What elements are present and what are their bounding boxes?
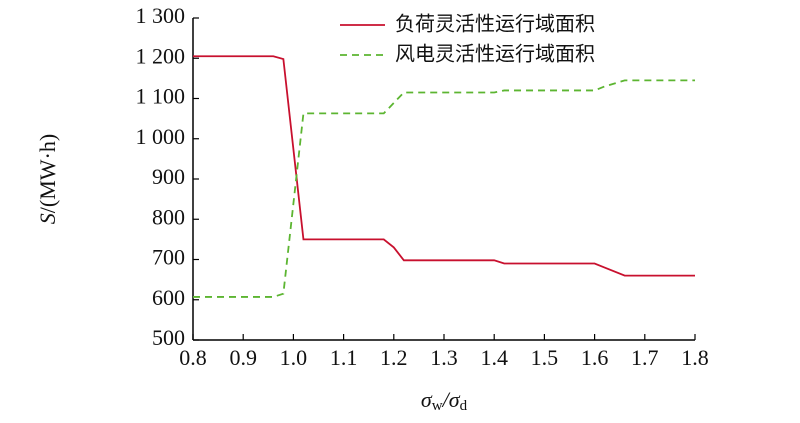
- y-tick-label: 700: [152, 245, 185, 270]
- y-axis-label: S/(MW·h): [35, 134, 60, 224]
- x-tick-label: 1.8: [681, 345, 709, 370]
- legend-label: 负荷灵活性运行域面积: [395, 12, 595, 36]
- y-tick-label: 1 100: [136, 84, 186, 109]
- x-tick-label: 1.2: [380, 345, 408, 370]
- y-axis-label-part: S: [35, 213, 60, 224]
- x-tick-label: 1.1: [330, 345, 358, 370]
- x-axis-label-part: d: [460, 398, 468, 414]
- x-tick-label: 0.8: [179, 345, 207, 370]
- y-tick-label: 900: [152, 164, 185, 189]
- x-tick-label: 0.9: [229, 345, 257, 370]
- x-axis-label-part: σ: [421, 387, 433, 412]
- y-tick-label: 500: [152, 325, 185, 350]
- x-axis-label: σw/σd: [421, 387, 468, 414]
- data-line: [193, 55, 695, 277]
- x-tick-label: 1.6: [581, 345, 609, 370]
- y-tick-label: 1 200: [136, 43, 186, 68]
- x-tick-label: 1.0: [280, 345, 308, 370]
- x-axis-label-part: /σ: [441, 387, 461, 412]
- y-tick-label: 800: [152, 204, 185, 229]
- y-axis-label-part: /(MW·h): [35, 134, 60, 213]
- x-tick-label: 1.5: [531, 345, 559, 370]
- data-line: [193, 79, 695, 298]
- x-tick-label: 1.7: [631, 345, 659, 370]
- x-tick-label: 1.3: [430, 345, 458, 370]
- x-tick-label: 1.4: [480, 345, 508, 370]
- legend-label: 风电灵活性运行域面积: [395, 42, 595, 66]
- y-tick-label: 600: [152, 285, 185, 310]
- x-axis-label-part: w: [432, 398, 443, 414]
- y-tick-label: 1 300: [136, 3, 186, 28]
- y-tick-label: 1 000: [136, 124, 186, 149]
